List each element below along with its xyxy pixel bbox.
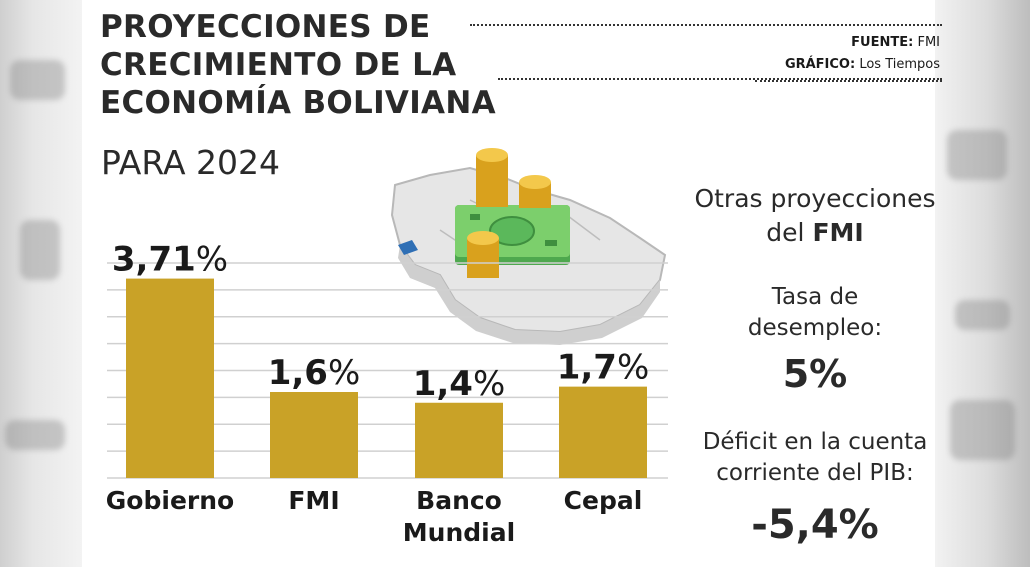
heading-line-1: Otras proyecciones	[694, 184, 936, 213]
subtitle: PARA 2024	[101, 143, 281, 182]
chart-bars: 3,71% Gobierno 1,6% FMI 1,4% Banco Mundial 1,7%…	[106, 240, 649, 547]
heading-line-2-bold: FMI	[812, 218, 864, 247]
bar-gobierno	[126, 278, 214, 478]
deficit-label: Déficit en la cuenta corriente del PIB:	[680, 427, 950, 489]
heading-line-2-prefix: del	[766, 218, 805, 247]
data-label: 3,71%	[112, 240, 228, 280]
source-value: FMI	[917, 35, 940, 50]
graphic-label: GRÁFICO:	[784, 57, 856, 72]
category-label: Banco	[416, 486, 502, 515]
unemployment-value: 5%	[782, 352, 848, 396]
dotted-rule-mid	[498, 78, 942, 80]
page-title: PROYECCIONES DE CRECIMIENTO DE LA ECONOM…	[100, 8, 496, 122]
title-line-3: ECONOMÍA BOLIVIANA	[100, 85, 496, 121]
category-label: Mundial	[403, 518, 515, 547]
deficit-value: -5,4%	[751, 502, 879, 548]
deficit-label-line-2: corriente del PIB:	[716, 460, 914, 486]
source-credit: FUENTE: FMI GRÁFICO: Los Tiempos	[785, 32, 940, 76]
category-label: Gobierno	[106, 486, 234, 515]
bar-cepal	[559, 386, 647, 478]
bar-banco-mundial	[415, 402, 503, 478]
title-line-1: PROYECCIONES DE	[100, 9, 431, 45]
category-label: FMI	[288, 486, 339, 515]
other-projections-heading: Otras proyecciones del FMI	[680, 182, 950, 250]
unemployment-label-line-2: desempleo:	[747, 315, 883, 341]
data-label: 1,4%	[413, 364, 506, 404]
right-background-edge	[935, 0, 1030, 567]
dotted-rule-top	[470, 24, 942, 26]
bar-fmi	[270, 392, 358, 478]
category-label: Cepal	[564, 486, 643, 515]
title-line-2: CRECIMIENTO DE LA	[100, 47, 457, 83]
graphic-value: Los Tiempos	[859, 57, 940, 72]
unemployment-label-line-1: Tasa de	[771, 284, 859, 310]
data-label: 1,7%	[557, 348, 650, 388]
unemployment-label: Tasa de desempleo:	[680, 282, 950, 344]
left-background-edge	[0, 0, 82, 567]
source-label: FUENTE:	[851, 35, 914, 50]
deficit-label-line-1: Déficit en la cuenta	[702, 429, 928, 455]
data-label: 1,6%	[268, 353, 361, 393]
dotted-rule-source	[755, 80, 942, 82]
gold-coins-illustration	[467, 148, 551, 278]
